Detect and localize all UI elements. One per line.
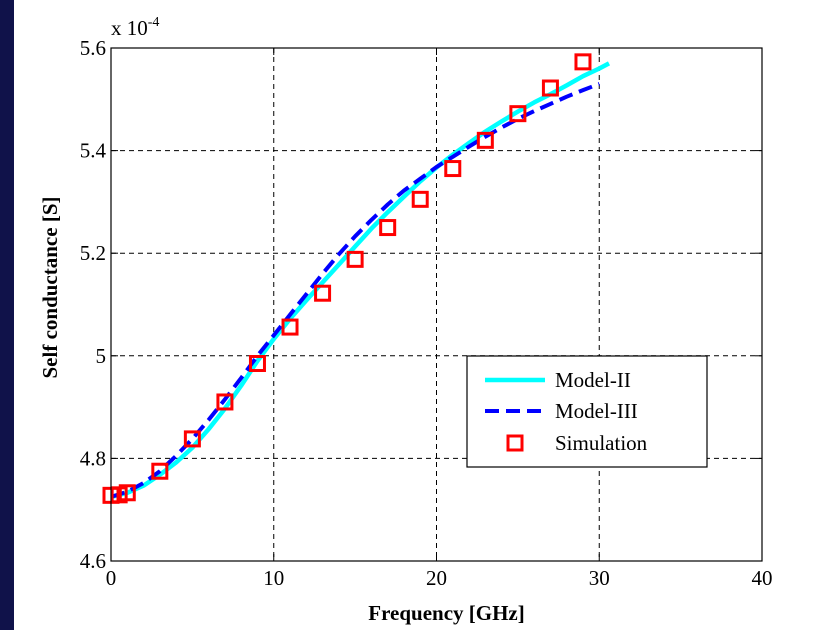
y-tick-label-3: 5.2: [80, 241, 106, 265]
x-tick-label-0: 0: [106, 566, 117, 590]
x-tick-label-3: 30: [589, 566, 610, 590]
legend-label-simulation: Simulation: [555, 431, 648, 455]
chart-svg: 0 10 20 30 40 4.6 4.8 5 5.2 5.4 5.6 x 10-4 Frequen…: [38, 15, 773, 625]
series-layer: [102, 53, 611, 504]
point-simulation-9: [346, 250, 364, 268]
x-axis-title: Frequency [GHz]: [368, 601, 525, 625]
point-simulation-11: [411, 190, 429, 208]
point-simulation-12: [444, 160, 462, 178]
x-tick-label-2: 20: [426, 566, 447, 590]
legend-label-model-ii: Model-II: [555, 368, 631, 392]
y-axis-multiplier-exponent: -4: [148, 15, 160, 30]
chart-figure: 0 10 20 30 40 4.6 4.8 5 5.2 5.4 5.6 x 10-4 Frequen…: [14, 0, 831, 630]
point-simulation-14: [509, 105, 527, 123]
point-simulation-6: [248, 354, 266, 372]
y-tick-label-0: 4.6: [80, 549, 106, 573]
y-tick-label-2: 5: [96, 344, 107, 368]
point-simulation-2: [118, 484, 136, 502]
point-simulation-13: [476, 131, 494, 149]
grid-layer: [111, 48, 762, 561]
y-axis-title: Self conductance [S]: [38, 197, 62, 379]
x-tick-label-4: 40: [752, 566, 773, 590]
y-tick-label-5: 5.6: [80, 36, 106, 60]
y-tick-label-4: 5.4: [80, 139, 107, 163]
point-simulation-7: [281, 318, 299, 336]
legend: Model-II Model-III Simulation: [466, 355, 708, 468]
y-tick-label-1: 4.8: [80, 446, 106, 470]
tick-layer: 0 10 20 30 40 4.6 4.8 5 5.2 5.4 5.6: [80, 36, 773, 590]
point-simulation-10: [379, 219, 397, 237]
y-axis-multiplier-base: x 10: [111, 16, 148, 40]
y-axis-multiplier: x 10-4: [111, 15, 159, 40]
point-simulation-16: [574, 53, 592, 71]
point-simulation-15: [541, 79, 559, 97]
point-simulation-4: [183, 430, 201, 448]
point-simulation-8: [314, 284, 332, 302]
x-tick-label-1: 10: [263, 566, 284, 590]
legend-swatch-simulation: [506, 434, 524, 452]
series-line-model-iii: [110, 82, 601, 499]
legend-label-model-iii: Model-III: [555, 399, 638, 423]
point-simulation-5: [216, 393, 234, 411]
point-simulation-3: [151, 462, 169, 480]
